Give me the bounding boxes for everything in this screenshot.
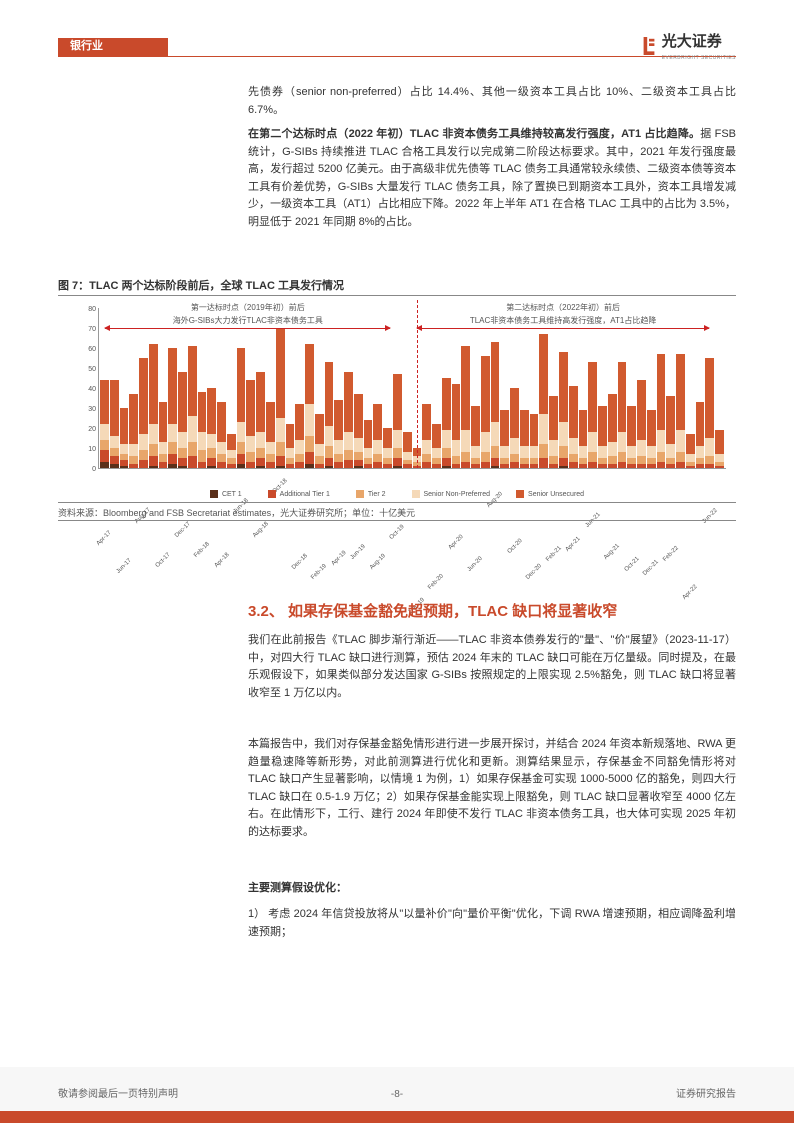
paragraph-2-body: 据 FSB 统计，G-SIBs 持续推进 TLAC 合格工具发行以完成第二阶段达… [248,128,736,228]
header-sector-badge: 银行业 [58,38,168,56]
logo-text-cn: 光大证券 [662,30,736,54]
header-sector-text: 银行业 [70,38,103,56]
figure-bottom-rule [58,502,736,503]
paragraph-6: 1）考虑 2024 年信贷投放将从"以量补价"向"量价平衡"优化，下调 RWA … [248,906,736,941]
tlac-issuance-chart: 01020304050607080Apr-17Jun-17Aug-17Oct-1… [58,300,736,500]
logo-icon [640,35,658,57]
figure-source: 资料来源：Bloomberg and FSB Secretariat estim… [58,506,415,520]
footer-red-strip [0,1111,794,1123]
header-rule [58,56,736,57]
section-title-text: 如果存保基金豁免超预期，TLAC 缺口将显著收窄 [288,603,617,620]
paragraph-2: 在第二个达标时点（2022 年初）TLAC 非资本债务工具维持较高发行强度，AT… [248,126,736,232]
footer-page-number: -8- [391,1087,403,1103]
list-number: 1） [248,906,268,924]
brand-logo: 光大证券 EVERBRIGHT SECURITIES [640,30,736,62]
section-3-2-title: 3.2、 如果存保基金豁免超预期，TLAC 缺口将显著收窄 [248,600,617,624]
paragraph-4: 本篇报告中，我们对存保基金豁免情形进行进一步展开探讨，并结合 2024 年资本新… [248,736,736,842]
footer-left: 敬请参阅最后一页特别声明 [58,1087,178,1103]
paragraph-1: 先债券（senior non-preferred）占比 14.4%、其他一级资本… [248,84,736,119]
footer-right: 证券研究报告 [676,1087,736,1103]
paragraph-3: 我们在此前报告《TLAC 脚步渐行渐近——TLAC 非资本债券发行的"量"、"价… [248,632,736,702]
paragraph-2-lead: 在第二个达标时点（2022 年初）TLAC 非资本债务工具维持较高发行强度，AT… [248,128,700,140]
logo-text-en: EVERBRIGHT SECURITIES [662,54,736,62]
figure-title: 图 7：TLAC 两个达标阶段前后，全球 TLAC 工具发行情况 [58,278,344,296]
list-text: 考虑 2024 年信贷投放将从"以量补价"向"量价平衡"优化，下调 RWA 增速… [248,908,736,938]
figure-source-rule [58,520,736,521]
paragraph-5: 主要测算假设优化： [248,880,736,898]
section-num: 3.2、 [248,603,284,620]
figure-title-rule [58,295,736,296]
